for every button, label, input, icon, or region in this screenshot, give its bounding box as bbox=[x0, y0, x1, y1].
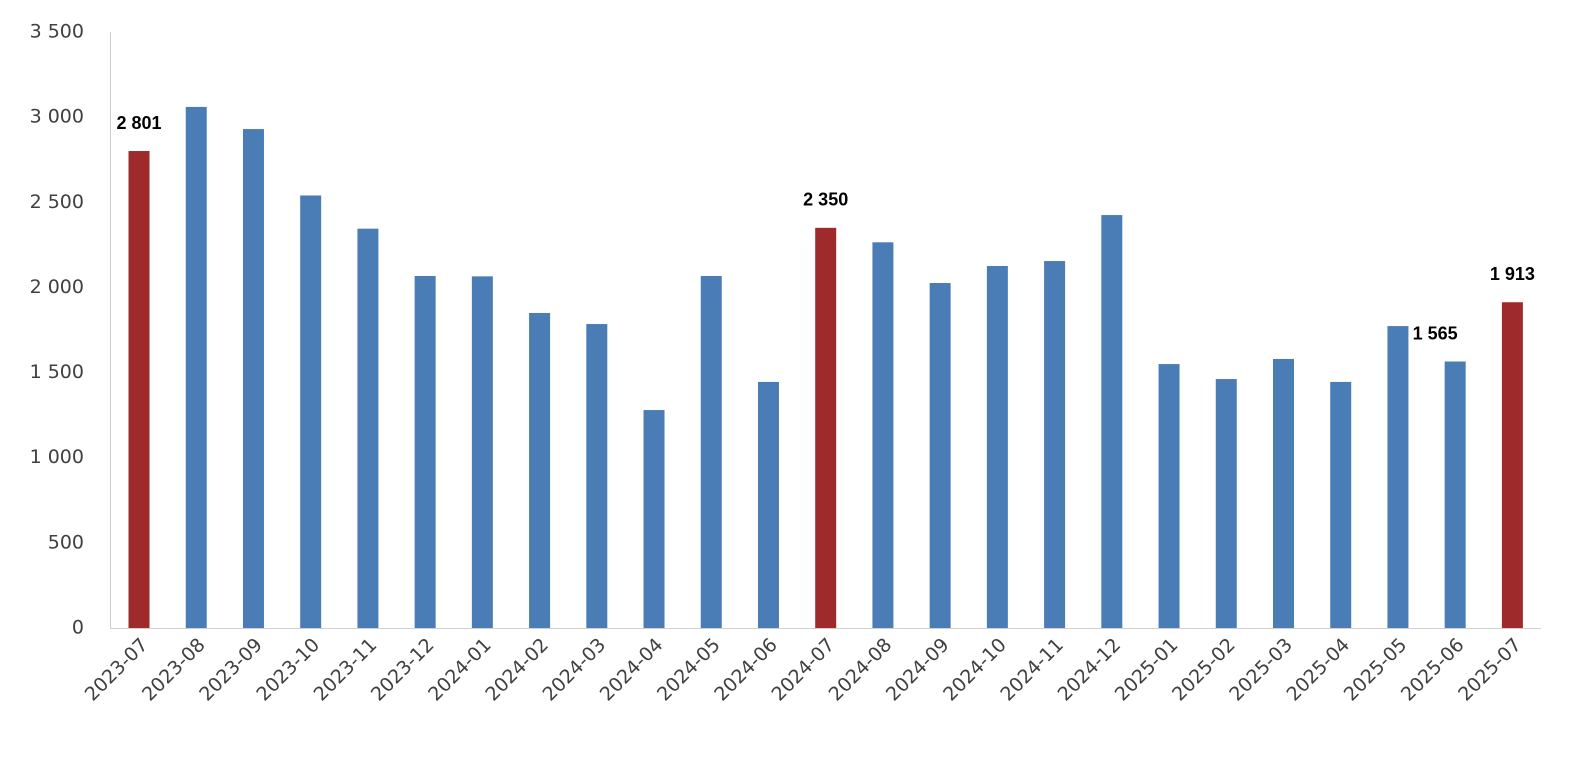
y-tick-label: 1 500 bbox=[30, 361, 84, 383]
value-label: 2 350 bbox=[803, 190, 848, 210]
bar bbox=[1501, 302, 1523, 628]
bar bbox=[1101, 215, 1123, 629]
bar bbox=[643, 410, 665, 628]
bar bbox=[1158, 364, 1180, 628]
y-tick-label: 3 500 bbox=[30, 21, 84, 43]
bar bbox=[586, 324, 608, 628]
y-tick-label: 2 000 bbox=[30, 276, 84, 298]
value-label: 1 565 bbox=[1413, 323, 1458, 343]
bar bbox=[1215, 379, 1237, 628]
bar bbox=[815, 227, 837, 629]
bar bbox=[128, 151, 150, 628]
bar bbox=[357, 228, 379, 628]
value-label: 2 801 bbox=[116, 113, 161, 133]
bar bbox=[1444, 361, 1466, 628]
x-tick-label: 2025-07 bbox=[1454, 634, 1526, 706]
bar bbox=[471, 276, 493, 628]
y-tick-label: 3 000 bbox=[30, 106, 84, 128]
y-tick-label: 1 000 bbox=[30, 446, 84, 468]
bar bbox=[986, 265, 1008, 628]
y-tick-label: 2 500 bbox=[30, 191, 84, 213]
bar bbox=[185, 106, 207, 628]
bar bbox=[414, 276, 436, 628]
bar bbox=[757, 381, 779, 628]
bar bbox=[1272, 358, 1294, 628]
y-tick-label: 0 bbox=[72, 617, 84, 639]
value-label: 1 913 bbox=[1490, 264, 1535, 284]
bar bbox=[1387, 326, 1409, 628]
bar bbox=[929, 283, 951, 628]
bar bbox=[1330, 381, 1352, 628]
bar bbox=[300, 195, 322, 628]
bar bbox=[1044, 261, 1066, 628]
y-tick-label: 500 bbox=[48, 531, 84, 553]
bar bbox=[700, 276, 722, 628]
bar bbox=[872, 242, 894, 628]
bar bbox=[242, 129, 264, 628]
bar bbox=[529, 312, 551, 628]
